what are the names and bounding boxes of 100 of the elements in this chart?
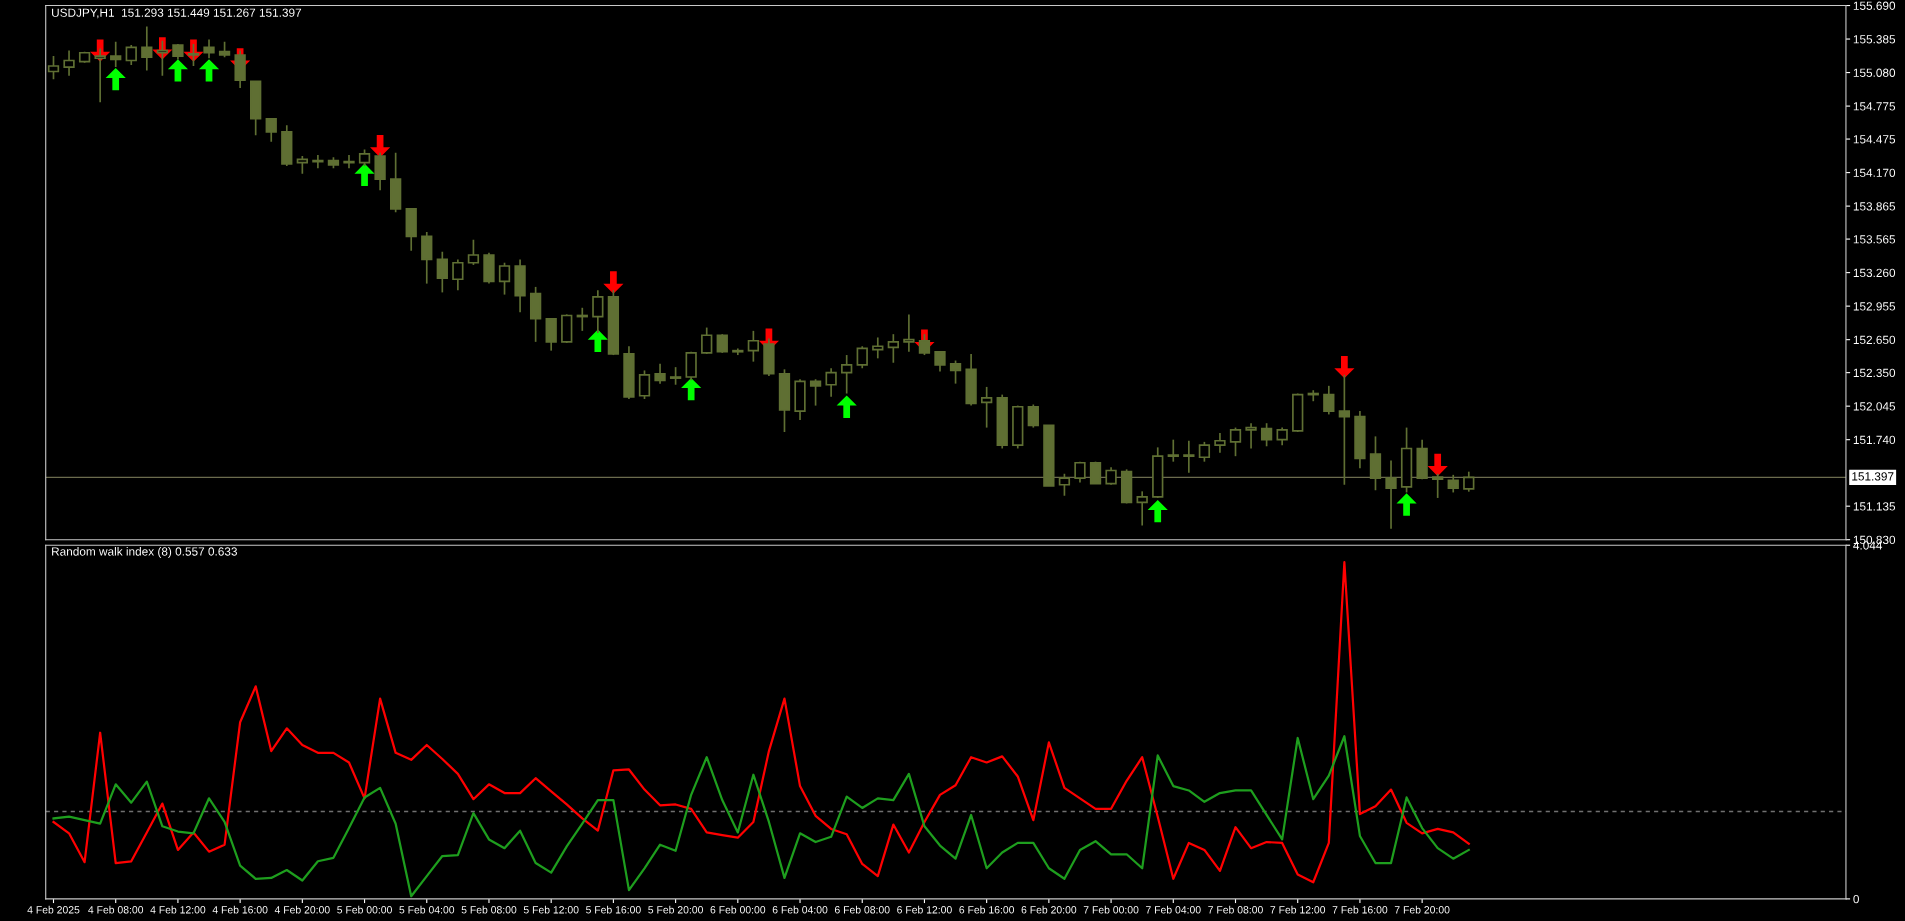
candlestick	[187, 43, 200, 67]
candlestick	[63, 49, 75, 77]
point	[1396, 493, 1417, 516]
candlestick	[545, 317, 557, 352]
x-tick-label: 5 Feb 12:00	[523, 905, 579, 914]
candlestick	[1245, 422, 1257, 450]
candlestick	[1214, 432, 1226, 454]
point	[105, 67, 126, 91]
y-tick-label: 151.740	[1853, 435, 1896, 445]
candlestick	[592, 289, 604, 334]
y-tick-label: 153.260	[1853, 268, 1896, 278]
chart-title: USDJPY,H1 151.293 151.449 151.267 151.397	[52, 8, 302, 19]
y-tick-label: 154.170	[1853, 168, 1896, 177]
point	[1334, 355, 1355, 379]
x-tick-label: 5 Feb 08:00	[461, 905, 517, 914]
point	[587, 329, 608, 352]
x-tick-label: 7 Feb 12:00	[1270, 905, 1326, 914]
candlestick	[949, 359, 962, 385]
candlestick	[1136, 490, 1148, 527]
y-tick-label: 154.475	[1853, 135, 1896, 144]
candlestick	[1385, 459, 1397, 530]
point	[198, 59, 220, 82]
candlestick	[498, 261, 511, 296]
candlestick	[654, 363, 666, 385]
x-tick-label: 6 Feb 04:00	[772, 905, 828, 914]
candlestick	[638, 369, 651, 400]
candlestick	[701, 326, 713, 355]
candlestick	[981, 386, 993, 429]
candlestick	[94, 47, 106, 104]
candlestick	[872, 336, 884, 360]
candlestick	[934, 350, 946, 373]
y-tick-label: 155.690	[1853, 1, 1896, 10]
x-tick-label: 4 Feb 16:00	[212, 905, 268, 914]
point	[1147, 499, 1168, 523]
candlestick	[110, 40, 122, 68]
line-series	[52, 735, 1470, 898]
point	[1427, 453, 1448, 477]
y-tick-label: 153.565	[1853, 235, 1896, 244]
x-tick-label: 7 Feb 16:00	[1332, 905, 1388, 914]
point	[167, 59, 188, 82]
candlestick	[1027, 403, 1039, 429]
point	[354, 163, 375, 186]
y-tick-label: 153.865	[1853, 202, 1896, 211]
candlestick	[156, 39, 169, 77]
candlestick	[436, 250, 448, 294]
x-tick-label: 4 Feb 08:00	[88, 905, 144, 914]
x-tick-label: 5 Feb 04:00	[399, 905, 455, 914]
candlestick	[841, 354, 853, 395]
candlestick	[47, 55, 60, 81]
x-tick-label: 7 Feb 04:00	[1146, 905, 1201, 914]
candlestick	[1323, 384, 1335, 416]
x-tick-label: 5 Feb 00:00	[337, 905, 392, 914]
candlestick	[716, 333, 728, 354]
candlestick	[1260, 422, 1273, 448]
x-tick-label: 4 Feb 20:00	[274, 905, 330, 914]
candlestick	[1167, 438, 1179, 463]
x-tick-label: 4 Feb 2025	[27, 905, 80, 914]
candlestick	[887, 333, 899, 364]
candlestick	[809, 378, 822, 407]
candlestick	[421, 231, 433, 285]
candlestick	[1198, 441, 1211, 463]
x-tick-label: 6 Feb 08:00	[834, 905, 890, 914]
candlestick	[856, 345, 868, 370]
x-tick-label: 5 Feb 16:00	[586, 905, 641, 914]
x-tick-label: 7 Feb 00:00	[1083, 905, 1139, 914]
x-tick-label: 7 Feb 20:00	[1394, 905, 1450, 914]
x-tick-label: 6 Feb 12:00	[897, 905, 952, 914]
candlestick	[125, 44, 137, 66]
point	[603, 271, 624, 294]
x-tick-label: 7 Feb 08:00	[1208, 905, 1263, 914]
x-tick-label: 6 Feb 16:00	[959, 905, 1015, 914]
point	[370, 135, 391, 158]
candlestick	[903, 313, 915, 353]
candlestick	[265, 117, 277, 143]
point	[836, 395, 857, 418]
ref-line-label: 151.397	[1852, 472, 1894, 481]
candlestick	[1183, 439, 1195, 474]
y-tick-label: 0	[1853, 894, 1859, 904]
y-tick-label: 155.080	[1853, 68, 1896, 77]
x-tick-label: 6 Feb 20:00	[1021, 905, 1077, 914]
y-tick-label: 155.385	[1853, 35, 1896, 44]
candlestick	[203, 38, 215, 60]
candlestick	[1229, 426, 1242, 458]
line-series	[52, 561, 1470, 884]
y-tick-label: 152.045	[1853, 402, 1896, 411]
y-tick-label: 152.650	[1853, 335, 1896, 345]
candlestick	[467, 238, 480, 266]
candlestick	[141, 25, 153, 72]
candlestick	[1432, 472, 1444, 499]
candlestick	[374, 151, 386, 192]
candlestick	[1058, 472, 1071, 497]
candlestick	[1463, 470, 1475, 493]
x-tick-label: 4 Feb 12:00	[150, 905, 206, 914]
chart-title: Random walk index (8) 0.557 0.633	[52, 547, 237, 558]
y-tick-label: 152.955	[1853, 302, 1896, 311]
candlestick	[747, 330, 760, 363]
y-tick-label: 152.350	[1853, 368, 1896, 378]
candlestick	[1338, 374, 1351, 486]
y-tick-label: 154.775	[1853, 102, 1896, 111]
candlestick	[452, 258, 464, 292]
